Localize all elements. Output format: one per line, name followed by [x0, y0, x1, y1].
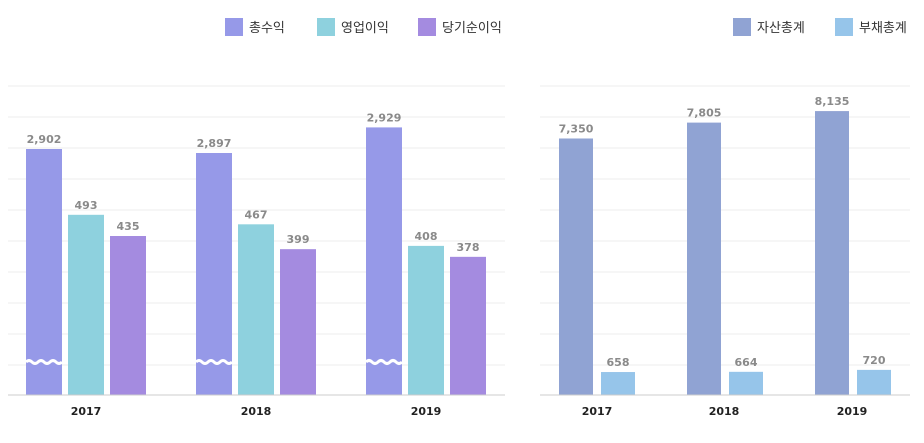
- bar-2019-3: [450, 256, 486, 395]
- data-label-2017-3: 435: [117, 220, 140, 233]
- bar-2017-2: [601, 372, 635, 395]
- bar-2017-1: [26, 149, 62, 395]
- legend-label-2: 부채총계: [859, 21, 907, 36]
- axis-break-mark: [364, 359, 404, 365]
- data-label-2019-1: 2,929: [367, 111, 402, 124]
- data-label-2017-2: 658: [607, 356, 630, 369]
- legend-swatch-1: [225, 18, 243, 36]
- legend-label-1: 총수익: [249, 21, 285, 36]
- bar-2017-1: [559, 138, 593, 396]
- data-label-2018-1: 2,897: [197, 137, 232, 150]
- legend-swatch-1: [733, 18, 751, 36]
- bar-2017-3: [110, 236, 146, 395]
- legend-swatch-3: [418, 18, 436, 36]
- bar-2017-2: [68, 214, 104, 395]
- data-label-2019-1: 8,135: [815, 95, 850, 108]
- legend-swatch-2: [317, 18, 335, 36]
- axis-break-mark: [194, 359, 234, 365]
- legend-label-1: 자산총계: [757, 21, 805, 36]
- bar-2018-1: [196, 153, 232, 395]
- x-tick-label-2018: 2018: [241, 405, 272, 418]
- chart-2: 자산총계 부채총계 7,350 658 2017 7,805 664 2018 8,135 720…: [540, 18, 910, 418]
- bar-2019-1: [815, 111, 849, 395]
- data-label-2019-3: 378: [457, 241, 480, 254]
- chart-1: 총수익 영업이익 당기순이익 2,902 493 435 2017 2,897 467 399 20…: [8, 18, 505, 418]
- data-label-2017-2: 493: [75, 199, 98, 212]
- bar-2018-2: [238, 224, 274, 395]
- legend-label-3: 당기순이익: [442, 21, 502, 36]
- x-tick-label-2018: 2018: [709, 405, 740, 418]
- x-tick-label-2017: 2017: [71, 405, 102, 418]
- bar-2018-2: [729, 371, 763, 395]
- data-label-2019-2: 408: [415, 230, 438, 243]
- legend-swatch-2: [835, 18, 853, 36]
- bar-2019-2: [857, 369, 891, 395]
- bar-2018-3: [280, 249, 316, 395]
- data-label-2017-1: 2,902: [27, 133, 62, 146]
- data-label-2018-1: 7,805: [687, 107, 722, 120]
- data-label-2019-2: 720: [863, 354, 886, 367]
- bar-2019-2: [408, 245, 444, 395]
- legend-label-2: 영업이익: [341, 21, 389, 36]
- axis-break-mark: [24, 359, 64, 365]
- x-tick-label-2017: 2017: [582, 405, 613, 418]
- data-label-2018-2: 664: [735, 356, 758, 369]
- x-tick-label-2019: 2019: [837, 405, 868, 418]
- data-label-2018-3: 399: [287, 233, 310, 246]
- bar-2018-1: [687, 122, 721, 395]
- x-tick-label-2019: 2019: [411, 405, 442, 418]
- bar-2019-1: [366, 127, 402, 396]
- data-label-2017-1: 7,350: [559, 122, 594, 135]
- data-label-2018-2: 467: [245, 208, 268, 221]
